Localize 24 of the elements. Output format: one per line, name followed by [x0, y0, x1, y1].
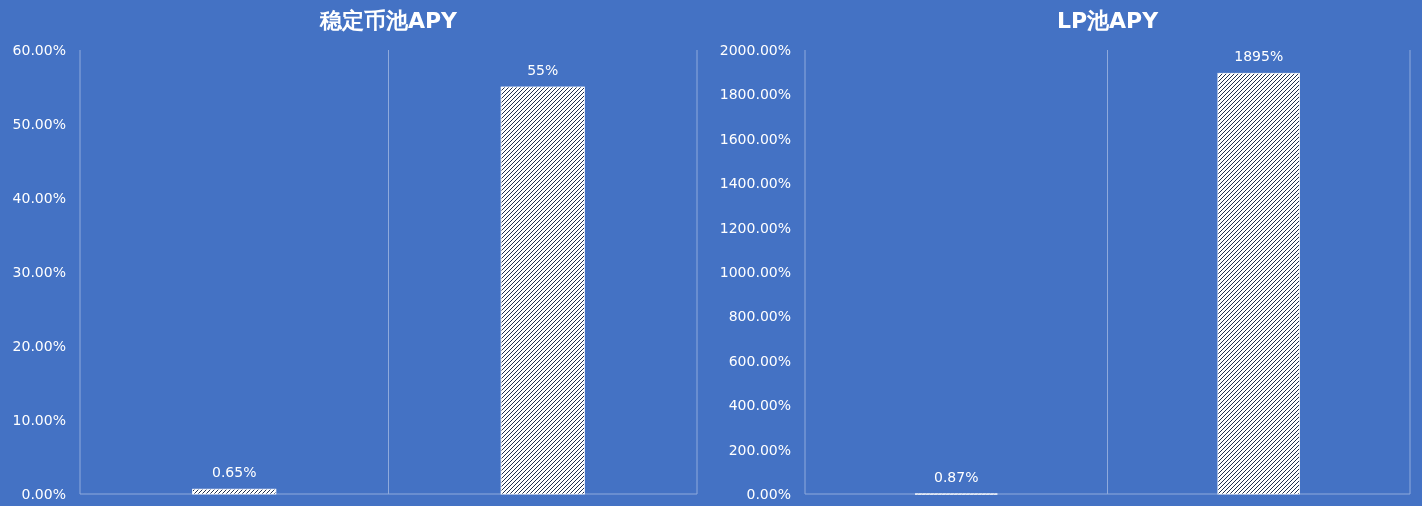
- text: 0.65%: [212, 464, 257, 481]
- chart-title: LP池APY: [1056, 8, 1160, 33]
- y-tick-label: 1000.00%: [719, 264, 791, 280]
- y-tick-label: 0.00%: [21, 486, 66, 502]
- y-tick-label: 1600.00%: [719, 130, 791, 147]
- text: 1895%: [1234, 48, 1284, 65]
- y-tick-label: 40.00%: [12, 190, 66, 206]
- y-tick-label: 20.00%: [12, 338, 66, 354]
- chart-title: 稳定币池APY: [318, 8, 459, 33]
- y-tick-label: 200.00%: [728, 441, 791, 458]
- y-tick-label: 60.00%: [12, 42, 66, 58]
- text: 0.87%: [934, 468, 979, 485]
- y-tick-label: 50.00%: [12, 116, 66, 132]
- y-tick-label: 10.00%: [12, 412, 66, 428]
- y-tick-label: 1400.00%: [719, 175, 791, 192]
- text: 55%: [527, 62, 559, 78]
- y-tick-label: 30.00%: [12, 264, 66, 280]
- y-tick-label: 0.00%: [746, 486, 791, 502]
- y-tick-label: 800.00%: [728, 308, 791, 325]
- y-tick-label: 1200.00%: [719, 219, 791, 236]
- y-tick-label: 400.00%: [728, 397, 791, 414]
- y-tick-label: 1800.00%: [719, 86, 791, 103]
- y-tick-label: 2000.00%: [719, 42, 791, 58]
- y-tick-label: 600.00%: [728, 352, 791, 369]
